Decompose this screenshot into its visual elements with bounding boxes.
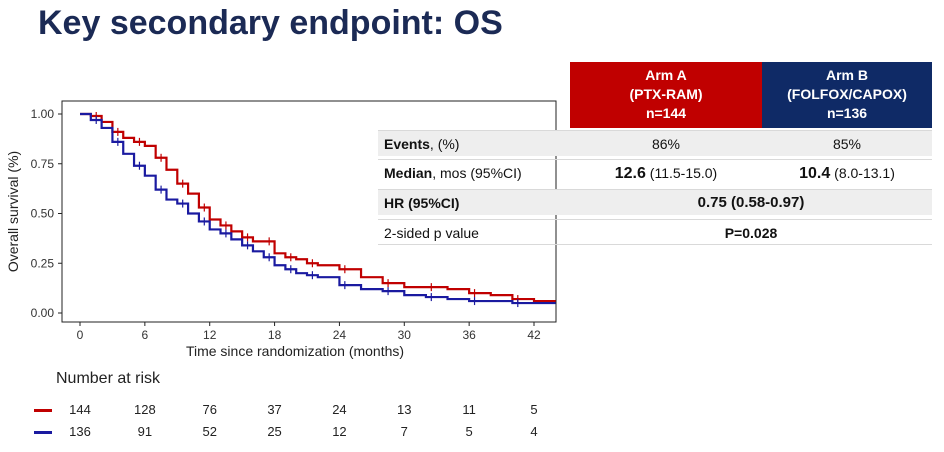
median-arm-b: 10.4 (8.0-13.1) xyxy=(799,165,895,182)
risk-count: 11 xyxy=(462,402,476,417)
x-tick-label: 42 xyxy=(527,328,541,342)
arm-a-legend-swatch xyxy=(34,409,52,412)
x-tick-label: 18 xyxy=(268,328,282,342)
risk-count: 25 xyxy=(267,424,282,439)
hr-label: HR (95%CI) xyxy=(384,195,460,211)
events-arm-a: 86% xyxy=(651,136,681,152)
risk-count: 128 xyxy=(133,402,156,417)
slide-title: Key secondary endpoint: OS xyxy=(38,4,503,42)
x-tick-label: 12 xyxy=(203,328,217,342)
y-tick-label: 1.00 xyxy=(31,107,55,121)
risk-count: 5 xyxy=(465,424,473,439)
risk-count: 13 xyxy=(397,402,412,417)
y-tick-label: 0.75 xyxy=(31,157,55,171)
x-tick-label: 6 xyxy=(142,328,149,342)
pvalue-value: P=0.028 xyxy=(724,225,778,241)
hr-value: 0.75 (0.58-0.97) xyxy=(697,194,805,211)
events-arm-b: 85% xyxy=(832,136,862,152)
x-tick-label: 24 xyxy=(333,328,347,342)
arm-b-name: Arm B xyxy=(825,67,868,83)
arm-b-header: Arm B (FOLFOX/CAPOX) n=136 xyxy=(762,62,932,128)
risk-count: 12 xyxy=(332,424,347,439)
pvalue-row: 2-sided p value P=0.028 xyxy=(378,219,932,245)
arm-a-name: Arm A xyxy=(645,67,687,83)
y-tick-label: 0.50 xyxy=(31,207,55,221)
median-arm-a: 12.6 (11.5-15.0) xyxy=(614,165,718,182)
risk-count: 24 xyxy=(332,402,347,417)
risk-row-arm-a: 144 128 76 37 24 13 11 5 xyxy=(0,401,600,419)
risk-count: 5 xyxy=(530,402,538,417)
hr-row: HR (95%CI) 0.75 (0.58-0.97) xyxy=(378,189,932,215)
arm-b-legend-swatch xyxy=(34,431,52,434)
risk-count: 37 xyxy=(267,402,282,417)
median-row: Median, mos (95%CI) 12.6 (11.5-15.0) 10.… xyxy=(378,159,932,185)
y-axis-label: Overall survival (%) xyxy=(5,151,21,272)
events-label: Events, (%) xyxy=(384,136,460,152)
risk-count: 91 xyxy=(137,424,153,439)
risk-count: 52 xyxy=(202,424,217,439)
risk-count: 7 xyxy=(400,424,408,439)
x-tick-label: 30 xyxy=(398,328,412,342)
pvalue-label: 2-sided p value xyxy=(384,225,479,241)
risk-count: 76 xyxy=(202,402,217,417)
events-row: Events, (%) 86% 85% xyxy=(378,130,932,156)
y-tick-label: 0.25 xyxy=(31,256,55,270)
x-axis-label: Time since randomization (months) xyxy=(186,343,404,359)
risk-count: 144 xyxy=(69,402,91,417)
arm-b-regimen: (FOLFOX/CAPOX) xyxy=(787,86,907,102)
risk-count: 136 xyxy=(69,424,91,439)
arm-b-n: n=136 xyxy=(826,105,868,121)
arm-a-header: Arm A (PTX-RAM) n=144 xyxy=(570,62,762,128)
risk-row-arm-b: 136 91 52 25 12 7 5 4 xyxy=(0,423,600,441)
risk-table-title: Number at risk xyxy=(56,370,161,387)
arm-a-n: n=144 xyxy=(645,105,687,121)
risk-count: 4 xyxy=(530,424,538,439)
x-tick-label: 0 xyxy=(77,328,84,342)
x-tick-label: 36 xyxy=(462,328,476,342)
median-label: Median, mos (95%CI) xyxy=(384,165,522,181)
arm-a-regimen: (PTX-RAM) xyxy=(629,86,703,102)
y-tick-label: 0.00 xyxy=(31,306,55,320)
